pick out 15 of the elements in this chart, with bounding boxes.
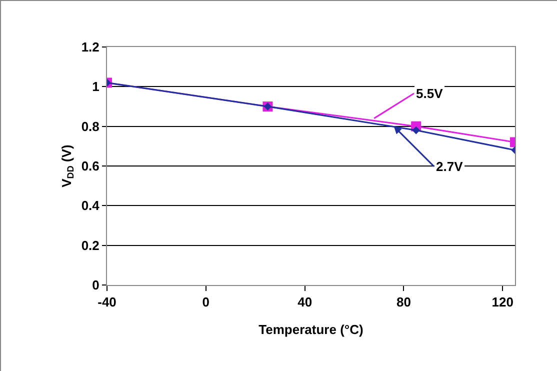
y-tick-label: 0.4 xyxy=(81,198,100,214)
x-tick-label: -40 xyxy=(98,294,116,310)
x-axis-title: Temperature (°C) xyxy=(258,322,364,337)
x-tick-label: 120 xyxy=(492,294,514,310)
y-tick-label: 1 xyxy=(92,79,100,94)
x-tick-label: 80 xyxy=(396,294,411,310)
y-tick-label: 0.8 xyxy=(81,118,100,134)
y-tick-label: 1.2 xyxy=(81,40,100,55)
y-tick-label: 0 xyxy=(92,278,100,293)
y-tick-label: 0.6 xyxy=(81,158,100,174)
x-tick-label: 0 xyxy=(202,294,210,310)
x-tick-label: 40 xyxy=(298,294,312,310)
annotation: 2.7V xyxy=(436,159,464,174)
annotation: 5.5V xyxy=(416,86,444,101)
y-tick-label: 0.2 xyxy=(81,238,100,253)
